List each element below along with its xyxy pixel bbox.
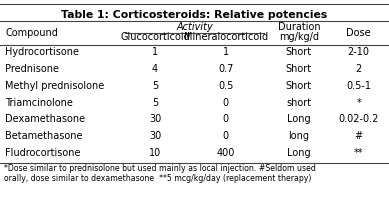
Text: 30: 30 bbox=[149, 114, 161, 124]
Text: 30: 30 bbox=[149, 131, 161, 141]
Text: Duration: Duration bbox=[278, 22, 320, 32]
Text: 0.02-0.2: 0.02-0.2 bbox=[338, 114, 379, 124]
Text: *Dose similar to prednisolone but used mainly as local injection. #Seldom used: *Dose similar to prednisolone but used m… bbox=[4, 164, 316, 173]
Text: 0.5-1: 0.5-1 bbox=[346, 81, 371, 91]
Text: 400: 400 bbox=[217, 148, 235, 158]
Text: 5: 5 bbox=[152, 98, 158, 107]
Text: Dose: Dose bbox=[347, 28, 371, 38]
Text: Glucocorticoid: Glucocorticoid bbox=[120, 33, 190, 42]
Text: Mineralocorticoid: Mineralocorticoid bbox=[184, 33, 268, 42]
Text: 0.5: 0.5 bbox=[218, 81, 234, 91]
Text: 0: 0 bbox=[223, 98, 229, 107]
Text: 5: 5 bbox=[152, 81, 158, 91]
Text: Compound: Compound bbox=[5, 28, 58, 38]
Text: 10: 10 bbox=[149, 148, 161, 158]
Text: 2: 2 bbox=[356, 64, 362, 74]
Text: Activity: Activity bbox=[176, 22, 213, 32]
Text: Triamcinolone: Triamcinolone bbox=[5, 98, 73, 107]
Text: **: ** bbox=[354, 148, 363, 158]
Text: Dexamethasone: Dexamethasone bbox=[5, 114, 85, 124]
Text: 0: 0 bbox=[223, 114, 229, 124]
Text: *: * bbox=[356, 98, 361, 107]
Text: 1: 1 bbox=[223, 48, 229, 57]
Text: #: # bbox=[355, 131, 363, 141]
Text: Fludrocortisone: Fludrocortisone bbox=[5, 148, 81, 158]
Text: Hydrocortisone: Hydrocortisone bbox=[5, 48, 79, 57]
Text: Betamethasone: Betamethasone bbox=[5, 131, 82, 141]
Text: Table 1: Corticosteroids: Relative potencies: Table 1: Corticosteroids: Relative poten… bbox=[61, 10, 328, 20]
Text: Short: Short bbox=[286, 48, 312, 57]
Text: mg/kg/d: mg/kg/d bbox=[279, 33, 319, 42]
Text: Prednisone: Prednisone bbox=[5, 64, 59, 74]
Text: Long: Long bbox=[287, 114, 311, 124]
Text: Short: Short bbox=[286, 64, 312, 74]
Text: Short: Short bbox=[286, 81, 312, 91]
Text: orally, dose similar to dexamethasone  **5 mcg/kg/day (replacement therapy): orally, dose similar to dexamethasone **… bbox=[4, 174, 311, 183]
Text: Long: Long bbox=[287, 148, 311, 158]
Text: Methyl prednisolone: Methyl prednisolone bbox=[5, 81, 104, 91]
Text: 4: 4 bbox=[152, 64, 158, 74]
Text: 0.7: 0.7 bbox=[218, 64, 234, 74]
Text: 2-10: 2-10 bbox=[348, 48, 370, 57]
Text: 0: 0 bbox=[223, 131, 229, 141]
Text: short: short bbox=[286, 98, 312, 107]
Text: long: long bbox=[288, 131, 309, 141]
Text: 1: 1 bbox=[152, 48, 158, 57]
